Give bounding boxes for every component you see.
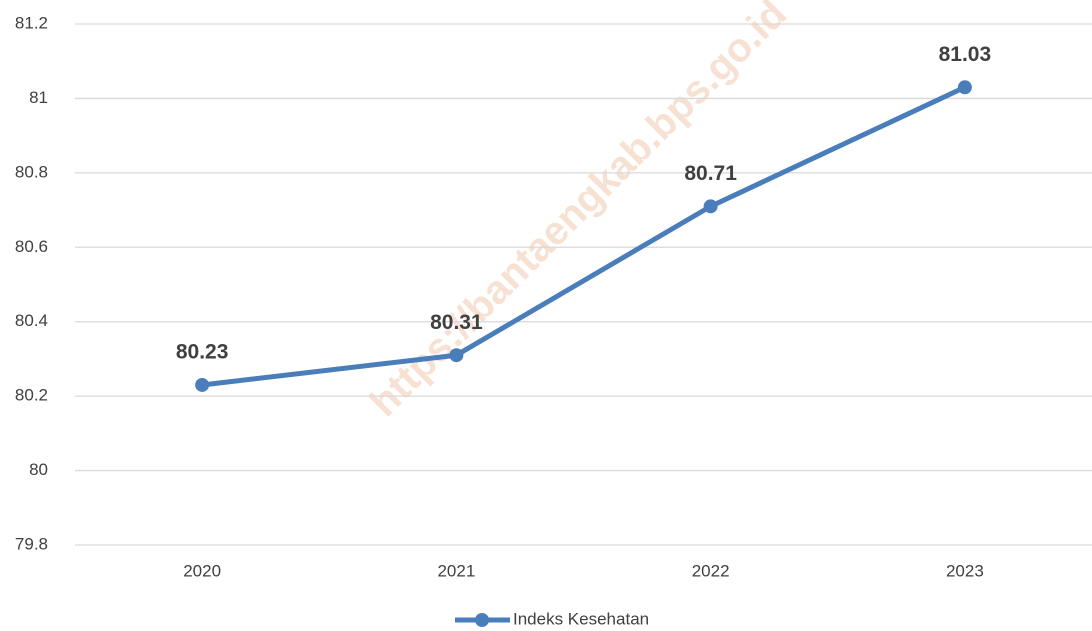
point — [957, 80, 972, 95]
y-tick-label: 81.2 — [15, 13, 48, 32]
point — [703, 199, 718, 214]
y-tick-label: 80.6 — [15, 237, 48, 256]
data-label: 80.31 — [430, 311, 483, 334]
y-tick-label: 80.4 — [15, 311, 48, 330]
y-tick-label: 79.8 — [15, 534, 48, 553]
legend-marker — [475, 613, 489, 627]
y-tick-label: 81 — [29, 88, 48, 107]
y-tick-label: 80 — [29, 460, 48, 479]
y-tick-label: 80.8 — [15, 162, 48, 181]
x-tick-label: 2023 — [946, 561, 984, 580]
series-line — [201, 85, 966, 388]
data-label: 81.03 — [939, 43, 992, 66]
point — [449, 348, 464, 363]
point — [195, 377, 210, 392]
legend-label: Indeks Kesehatan — [513, 609, 649, 628]
x-tick-label: 2021 — [437, 561, 475, 580]
data-label: 80.23 — [176, 341, 229, 364]
watermark: https://bantaengkab.bps.go.id — [362, 0, 795, 425]
data-label: 80.71 — [684, 162, 737, 185]
x-tick-label: 2020 — [183, 561, 221, 580]
x-tick-label: 2022 — [692, 561, 730, 580]
y-tick-label: 80.2 — [15, 386, 48, 405]
